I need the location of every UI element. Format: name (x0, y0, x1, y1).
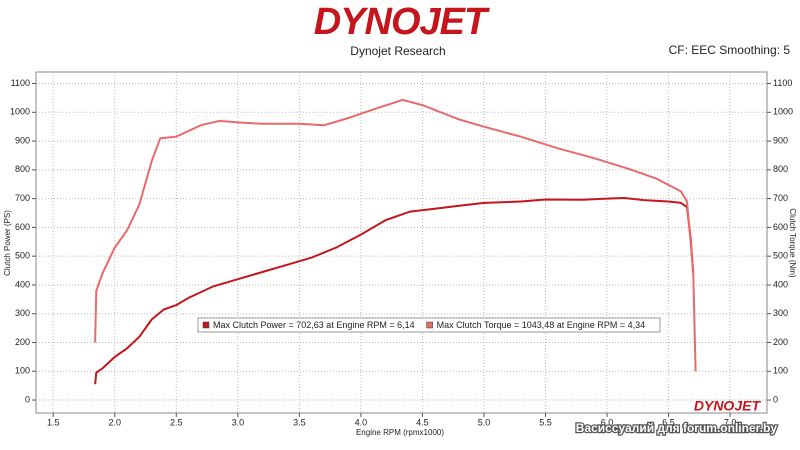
series-line (94, 196, 695, 385)
y-tick-label: 600 (15, 222, 30, 232)
x-tick-label: 6.0 (601, 417, 614, 427)
footer-logo: DYNOJET (694, 398, 762, 414)
y2-tick-label: 1100 (773, 78, 792, 88)
y-tick-label: 200 (15, 337, 30, 347)
subtitle: CF: EEC Smoothing: 5 (669, 43, 791, 57)
x-axis-title: Engine RPM (rpmx1000) (356, 428, 444, 437)
x-tick-label: 4.5 (416, 417, 429, 427)
y2-axis-title: Clutch Torque (Nm) (788, 208, 797, 278)
y-tick-label: 800 (15, 164, 30, 174)
y-tick-label: 0 (25, 394, 30, 404)
y-tick-label: 500 (15, 251, 30, 261)
y-tick-label: 700 (15, 193, 30, 203)
watermark: Васиссуалий для forum.onliner.by (576, 421, 778, 435)
x-tick-label: 6.5 (662, 417, 675, 427)
y2-tick-label: 900 (773, 135, 788, 145)
x-tick-label: 5.5 (539, 417, 552, 427)
y2-tick-label: 600 (773, 222, 788, 232)
y2-tick-label: 800 (773, 164, 788, 174)
y-tick-label: 300 (15, 308, 30, 318)
x-tick-label: 3.0 (232, 417, 245, 427)
y-tick-label: 100 (15, 366, 30, 376)
plot-area (35, 71, 768, 414)
legend-swatch (202, 321, 210, 329)
series-line (94, 98, 697, 372)
legend-label: Max Clutch Torque = 1043,48 at Engine RP… (437, 320, 645, 330)
y-tick-label: 900 (15, 135, 30, 145)
legend-label: Max Clutch Power = 702,63 at Engine RPM … (213, 320, 415, 330)
y-tick-label: 400 (15, 279, 30, 289)
y-axis-title: Clutch Power (PS) (3, 210, 12, 276)
x-tick-label: 5.0 (478, 417, 491, 427)
x-tick-label: 2.5 (170, 417, 183, 427)
y2-tick-label: 1000 (773, 107, 793, 117)
y2-tick-label: 200 (773, 337, 788, 347)
logo: DYNOJET (314, 1, 490, 43)
x-tick-label: 4.0 (355, 417, 368, 427)
y2-tick-label: 400 (773, 279, 788, 289)
y2-tick-label: 300 (773, 308, 788, 318)
y2-tick-label: 0 (773, 394, 778, 404)
y-tick-label: 1000 (10, 107, 30, 117)
y-tick-label: 1100 (11, 78, 30, 88)
chart-title: Dynojet Research (350, 44, 445, 58)
x-tick-label: 1.5 (47, 417, 60, 427)
y2-tick-label: 500 (773, 251, 788, 261)
y2-tick-label: 100 (773, 366, 788, 376)
legend-swatch (426, 321, 433, 329)
x-tick-label: 7.0 (724, 417, 737, 427)
x-tick-label: 3.5 (293, 417, 306, 427)
x-tick-label: 2.0 (109, 417, 122, 427)
y2-tick-label: 700 (773, 193, 788, 203)
